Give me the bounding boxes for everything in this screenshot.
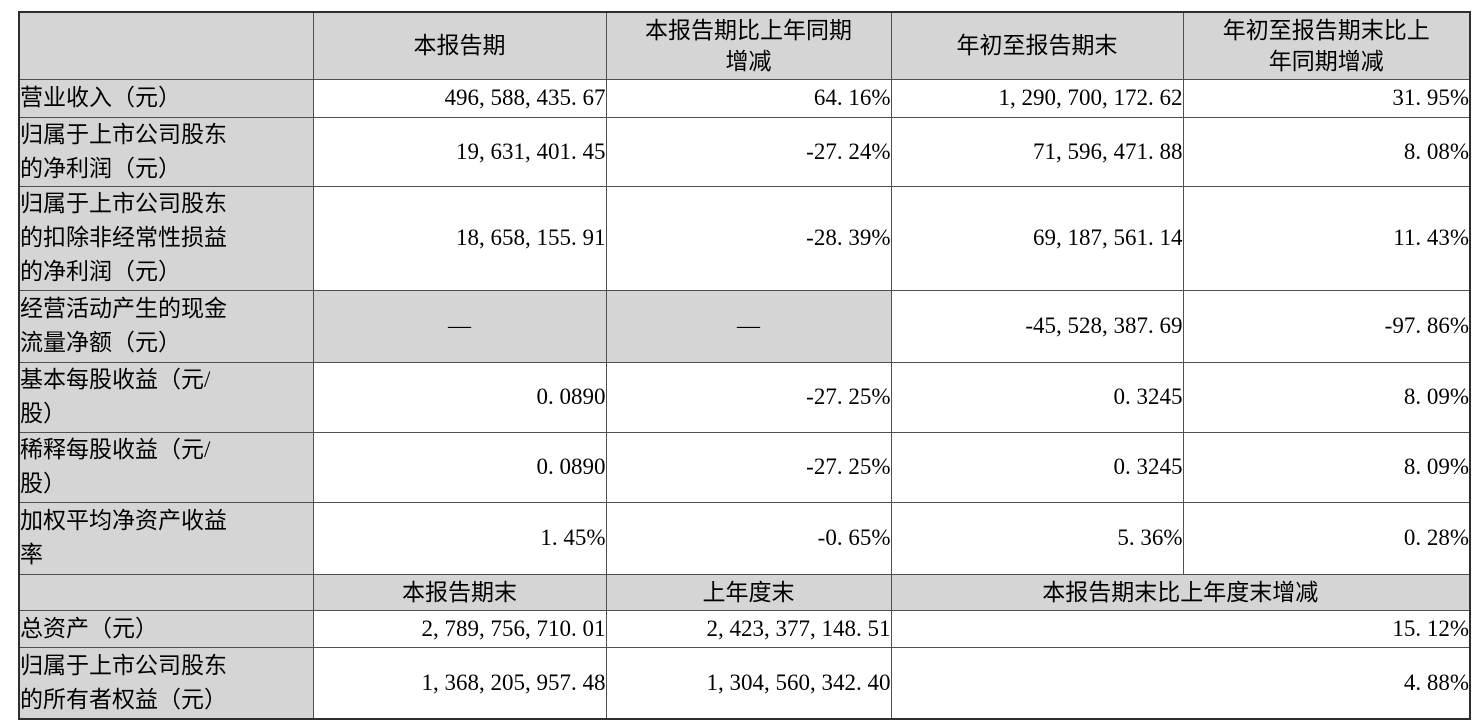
revenue-label: 营业收入（元） — [18, 78, 314, 118]
total-assets-change-value: 15. 12% — [890, 609, 1471, 648]
row-total-assets: 总资产（元） 2, 789, 756, 710. 01 2, 423, 377,… — [18, 609, 1471, 648]
net-profit-excl-nonrecurring-yoy-value: -28. 39% — [605, 185, 892, 291]
diluted-eps-current-value: 0. 0890 — [312, 431, 607, 503]
equity-label: 归属于上市公司股东 的所有者权益（元） — [18, 646, 314, 720]
header-current-period: 本报告期 — [312, 11, 607, 80]
header-row-balance: 本报告期末 上年度末 本报告期末比上年度末增减 — [18, 573, 1471, 611]
net-profit-excl-nonrecurring-label: 归属于上市公司股东 的扣除非经常性损益 的净利润（元） — [18, 185, 314, 291]
net-profit-ytd-yoy-value: 8. 08% — [1182, 116, 1471, 187]
diluted-eps-label: 稀释每股收益（元/ 股） — [18, 431, 314, 503]
net-profit-excl-nonrecurring-current-value: 18, 658, 155. 91 — [312, 185, 607, 291]
row-net-profit-excl-nonrecurring: 归属于上市公司股东 的扣除非经常性损益 的净利润（元） 18, 658, 155… — [18, 185, 1471, 291]
basic-eps-yoy-value: -27. 25% — [605, 361, 892, 433]
operating-cash-flow-label: 经营活动产生的现金 流量净额（元） — [18, 289, 314, 363]
operating-cash-flow-yoy-dash: — — [605, 289, 892, 363]
row-diluted-eps: 稀释每股收益（元/ 股） 0. 0890 -27. 25% 0. 3245 8.… — [18, 431, 1471, 503]
weighted-avg-roe-ytd-value: 5. 36% — [890, 501, 1184, 575]
revenue-ytd-value: 1, 290, 700, 172. 62 — [890, 78, 1184, 118]
revenue-ytd-yoy-value: 31. 95% — [1182, 78, 1471, 118]
equity-change-value: 4. 88% — [890, 646, 1471, 720]
equity-prior-year-end-value: 1, 304, 560, 342. 40 — [605, 646, 892, 720]
basic-eps-current-value: 0. 0890 — [312, 361, 607, 433]
row-basic-eps: 基本每股收益（元/ 股） 0. 0890 -27. 25% 0. 3245 8.… — [18, 361, 1471, 433]
total-assets-label: 总资产（元） — [18, 609, 314, 648]
net-profit-ytd-value: 71, 596, 471. 88 — [890, 116, 1184, 187]
row-net-profit: 归属于上市公司股东 的净利润（元） 19, 631, 401. 45 -27. … — [18, 116, 1471, 187]
header-period-end-vs-prior-year-end: 本报告期末比上年度末增减 — [890, 573, 1471, 611]
header-prior-year-end: 上年度末 — [605, 573, 892, 611]
diluted-eps-yoy-value: -27. 25% — [605, 431, 892, 503]
net-profit-excl-nonrecurring-ytd-value: 69, 187, 561. 14 — [890, 185, 1184, 291]
basic-eps-ytd-value: 0. 3245 — [890, 361, 1184, 433]
header-ytd-yoy: 年初至报告期末比上 年同期增减 — [1182, 11, 1471, 80]
net-profit-label: 归属于上市公司股东 的净利润（元） — [18, 116, 314, 187]
net-profit-excl-nonrecurring-ytd-yoy-value: 11. 43% — [1182, 185, 1471, 291]
row-weighted-avg-roe: 加权平均净资产收益 率 1. 45% -0. 65% 5. 36% 0. 28% — [18, 501, 1471, 575]
header-current-period-yoy: 本报告期比上年同期 增减 — [605, 11, 892, 80]
operating-cash-flow-ytd-value: -45, 528, 387. 69 — [890, 289, 1184, 363]
operating-cash-flow-ytd-yoy-value: -97. 86% — [1182, 289, 1471, 363]
revenue-yoy-value: 64. 16% — [605, 78, 892, 118]
total-assets-period-end-value: 2, 789, 756, 710. 01 — [312, 609, 607, 648]
diluted-eps-ytd-value: 0. 3245 — [890, 431, 1184, 503]
revenue-current-value: 496, 588, 435. 67 — [312, 78, 607, 118]
weighted-avg-roe-ytd-yoy-value: 0. 28% — [1182, 501, 1471, 575]
balance-header-empty-cell — [18, 573, 314, 611]
header-ytd: 年初至报告期末 — [890, 11, 1184, 80]
header-empty-cell — [18, 11, 314, 80]
row-revenue: 营业收入（元） 496, 588, 435. 67 64. 16% 1, 290… — [18, 78, 1471, 118]
net-profit-yoy-value: -27. 24% — [605, 116, 892, 187]
financial-summary-table: 本报告期 本报告期比上年同期 增减 年初至报告期末 年初至报告期末比上 年同期增… — [18, 11, 1471, 720]
operating-cash-flow-current-dash: — — [312, 289, 607, 363]
diluted-eps-ytd-yoy-value: 8. 09% — [1182, 431, 1471, 503]
weighted-avg-roe-current-value: 1. 45% — [312, 501, 607, 575]
basic-eps-ytd-yoy-value: 8. 09% — [1182, 361, 1471, 433]
header-row-income: 本报告期 本报告期比上年同期 增减 年初至报告期末 年初至报告期末比上 年同期增… — [18, 11, 1471, 80]
weighted-avg-roe-yoy-value: -0. 65% — [605, 501, 892, 575]
total-assets-prior-year-end-value: 2, 423, 377, 148. 51 — [605, 609, 892, 648]
net-profit-current-value: 19, 631, 401. 45 — [312, 116, 607, 187]
weighted-avg-roe-label: 加权平均净资产收益 率 — [18, 501, 314, 575]
equity-period-end-value: 1, 368, 205, 957. 48 — [312, 646, 607, 720]
row-operating-cash-flow: 经营活动产生的现金 流量净额（元） — — -45, 528, 387. 69 … — [18, 289, 1471, 363]
basic-eps-label: 基本每股收益（元/ 股） — [18, 361, 314, 433]
header-period-end: 本报告期末 — [312, 573, 607, 611]
row-equity: 归属于上市公司股东 的所有者权益（元） 1, 368, 205, 957. 48… — [18, 646, 1471, 720]
